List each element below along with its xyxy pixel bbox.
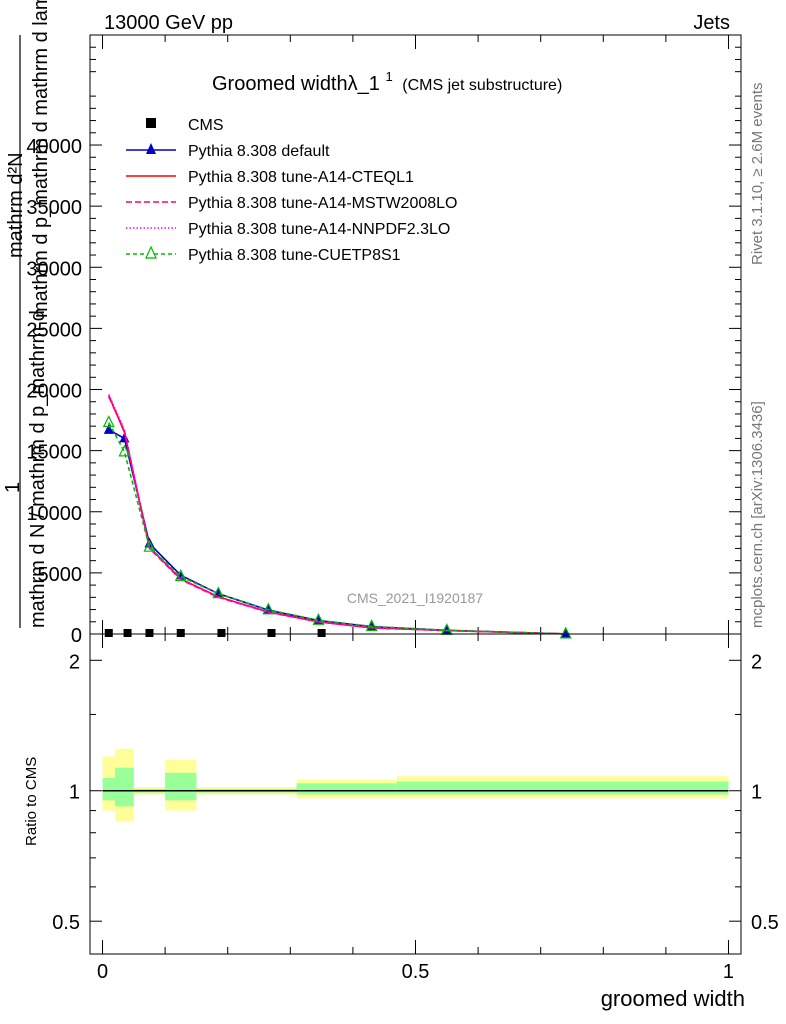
legend: CMS Pythia 8.308 default Pythia 8.308 tune… [126,117,457,264]
series-point-5 [365,619,378,632]
ratio-inner-band-0 [102,778,116,801]
legend-marker-cms [146,118,156,128]
cms-data-point [123,629,132,637]
category-label: Jets [693,12,730,34]
main-y-axis-label: mathrm d²N mathrm d p_mathrm d mathrm d … [2,0,52,628]
chart-title-main: Groomed widthλ_1 [212,73,380,95]
cms-data-point [145,629,154,637]
legend-entry-4: Pythia 8.308 tune-A14-NNPDF2.3LO [188,221,450,238]
series-line-4 [108,394,566,635]
x-axis-label: groomed width [601,986,745,1011]
ratio-y-tick-label-right: 1 [751,782,762,804]
x-tick-label: 1 [723,961,734,983]
y-tick-label: 15000 [26,442,82,464]
rivet-label: Rivet 3.1.10, ≥ 2.6M events [749,83,766,266]
ratio-inner-band-6 [396,781,729,795]
ratio-y-tick-label-left: 2 [69,651,80,673]
series-point-5 [143,539,156,552]
y-tick-label: 0 [71,625,82,647]
ratio-inner-band-5 [296,783,397,795]
legend-marker-1 [146,143,156,154]
cms-data-point [267,629,276,637]
cms-data-point [217,629,226,637]
main-plot-ticks [90,34,741,635]
legend-entry-2: Pythia 8.308 tune-A14-CTEQL1 [188,169,414,186]
y-tick-label: 5000 [38,564,83,586]
ratio-y-tick-label-left: 1 [69,782,80,804]
cms-data-point [317,629,326,637]
analysis-watermark: CMS_2021_I1920187 [347,590,483,606]
energy-label: 13000 GeV pp [104,12,233,34]
ylabel-numerator-extra: mathrm d p_mathrm d mathrm d lambda [30,0,52,318]
series-point-5 [102,415,115,428]
ylabel-one: 1 [2,482,24,493]
y-tick-label: 10000 [26,503,82,525]
y-tick-label: 35000 [26,197,82,219]
ratio-inner-band-3 [165,772,197,801]
chart-subtitle: (CMS jet substructure) [402,77,562,94]
ratio-inner-band-1 [115,767,134,807]
ratio-y-tick-label-right: 2 [751,651,762,673]
series-line-1 [108,429,566,635]
series-point-1 [103,423,114,434]
ylabel-numerator: mathrm d²N [5,152,27,258]
series-point-5 [312,612,325,625]
ratio-y-tick-labels: 0.5 0.5 1 1 2 2 [52,651,779,934]
main-plot-series [102,394,572,639]
legend-entry-5: Pythia 8.308 tune-CUETP8S1 [188,247,401,264]
y-tick-label: 25000 [26,319,82,341]
series-point-5 [118,444,131,457]
x-tick-label: 0.5 [402,961,430,983]
x-tick-labels: 0 0.5 1 [97,961,734,983]
series-point-1 [441,624,452,635]
x-tick-label: 0 [97,961,108,983]
series-line-2 [108,395,566,635]
ratio-bands [102,748,729,822]
legend-marker-5 [145,245,157,259]
ratio-y-tick-label-left: 0.5 [52,912,80,934]
legend-entry-0: CMS [188,117,224,134]
y-tick-label: 30000 [26,258,82,280]
series-point-1 [560,627,571,638]
chart-title-superscript: 1 [385,69,392,84]
cms-data-point [104,629,113,637]
ratio-plot-ticks [90,634,741,954]
y-tick-label: 40000 [26,136,82,158]
series-point-5 [559,626,572,639]
y-tick-label: 20000 [26,381,82,403]
series-point-5 [262,602,275,615]
chart-title: Groomed widthλ_1 1 (CMS jet substructure… [212,64,562,95]
main-y-tick-labels: 0 5000 10000 15000 20000 25000 30000 35000 40000 [26,136,82,647]
series-line-5 [108,422,566,635]
series-point-5 [212,586,225,599]
series-line-3 [108,396,566,635]
ylabel-denominator: mathrm d N / mathrm d p_mathrm d [27,310,49,628]
legend-entry-3: Pythia 8.308 tune-A14-MSTW2008LO [188,195,457,212]
series-point-5 [174,569,187,582]
ratio-y-tick-label-right: 0.5 [751,912,779,934]
legend-entry-1: Pythia 8.308 default [188,143,330,160]
cms-data-point [176,629,185,637]
mcplots-label: mcplots.cern.ch [arXiv:1306.3436] [749,401,766,628]
ratio-y-axis-label: Ratio to CMS [23,757,40,846]
